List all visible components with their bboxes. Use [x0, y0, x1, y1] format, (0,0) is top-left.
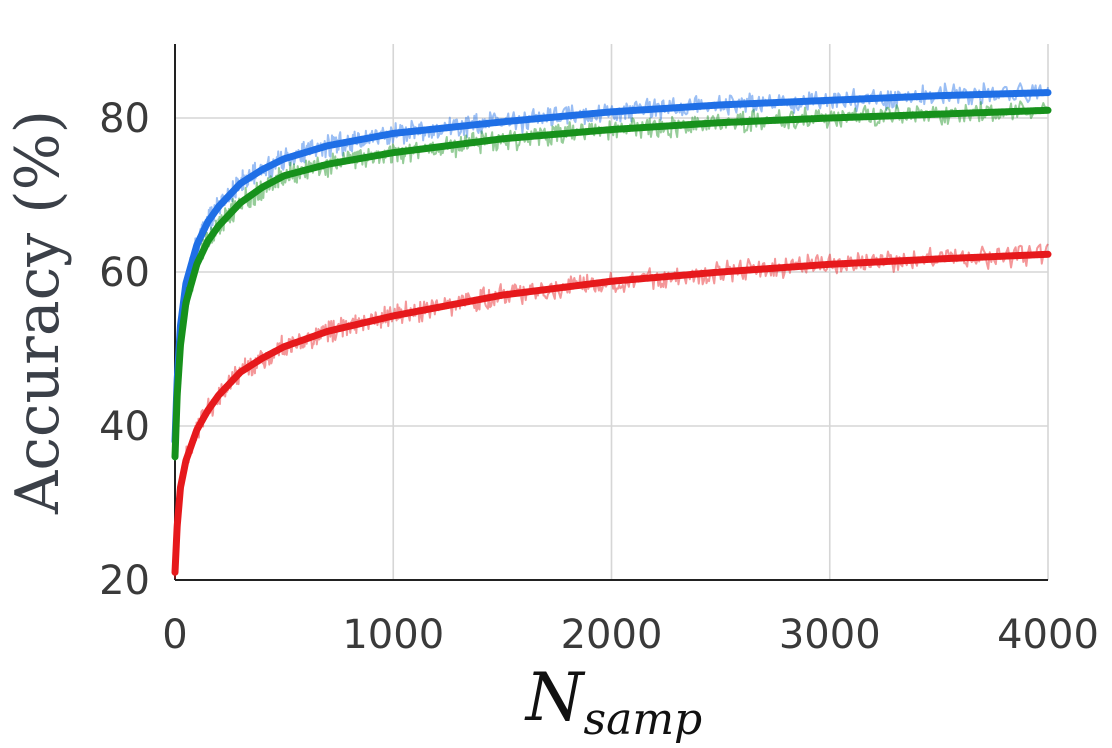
- series-line: [171, 89, 1052, 445]
- x-tick-label: 4000: [997, 612, 1099, 658]
- y-tick-label: 40: [99, 404, 150, 450]
- x-tick-label: 1000: [342, 612, 444, 658]
- x-axis-label-main: N: [524, 659, 586, 736]
- y-axis-label: Accuracy (%): [3, 110, 73, 515]
- y-tick-label: 60: [99, 250, 150, 296]
- x-tick-label: 2000: [561, 612, 663, 658]
- series-lines: [171, 82, 1052, 579]
- grid-lines: [175, 44, 1049, 580]
- y-tick-label: 80: [99, 96, 150, 142]
- x-axis-label-subscript: samp: [584, 694, 703, 745]
- series-line: [171, 250, 1052, 576]
- tick-labels: 0 1000 2000 3000 4000 20 40 60 80: [99, 96, 1099, 658]
- y-tick-label: 20: [99, 558, 150, 604]
- axes: [174, 44, 1048, 581]
- x-tick-label: 0: [162, 612, 187, 658]
- x-axis-label: Nsamp: [524, 659, 702, 745]
- x-tick-label: 3000: [779, 612, 881, 658]
- series-line: [171, 106, 1052, 461]
